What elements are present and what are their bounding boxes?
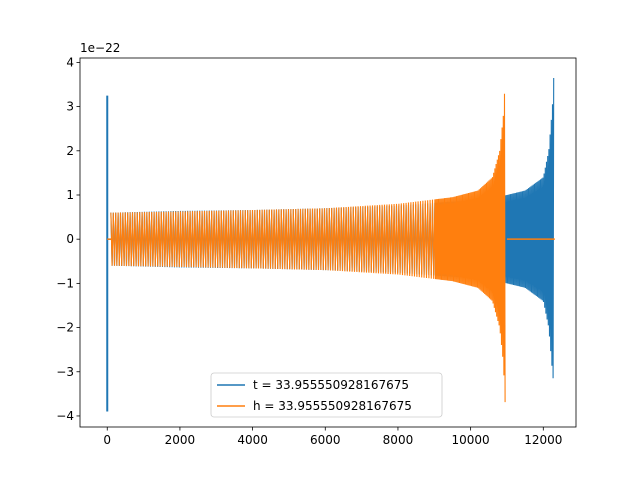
y-tick-label: −4 — [56, 409, 74, 423]
y-tick-label: 4 — [66, 55, 74, 69]
y-tick-label: 2 — [66, 144, 74, 158]
x-tick-label: 10000 — [452, 433, 490, 447]
series-1-line — [110, 93, 506, 403]
y-axis: −4 −3 −2 −1 0 1 2 3 4 — [56, 55, 80, 423]
plot-content — [106, 78, 555, 412]
legend-label-h: h = 33.955550928167675 — [253, 399, 412, 413]
y-tick-label: 0 — [66, 232, 74, 246]
x-tick-label: 4000 — [237, 433, 268, 447]
x-axis: 0 2000 4000 6000 8000 10000 12000 — [103, 427, 562, 447]
legend-label-t: t = 33.955550928167675 — [253, 378, 409, 392]
x-tick-label: 6000 — [310, 433, 341, 447]
y-tick-label: 3 — [66, 100, 74, 114]
y-tick-label: −1 — [56, 276, 74, 290]
legend: t = 33.955550928167675 h = 33.9555509281… — [210, 372, 443, 418]
x-tick-label: 2000 — [165, 433, 196, 447]
x-tick-label: 12000 — [524, 433, 562, 447]
axes-frame — [79, 57, 577, 428]
x-tick-label: 0 — [103, 433, 111, 447]
y-offset-label: 1e−22 — [80, 41, 120, 55]
y-tick-label: −3 — [56, 365, 74, 379]
legend-box — [210, 372, 443, 418]
y-tick-label: −2 — [56, 321, 74, 335]
x-tick-label: 8000 — [383, 433, 414, 447]
series-1 — [107, 93, 555, 403]
y-tick-label: 1 — [66, 188, 74, 202]
